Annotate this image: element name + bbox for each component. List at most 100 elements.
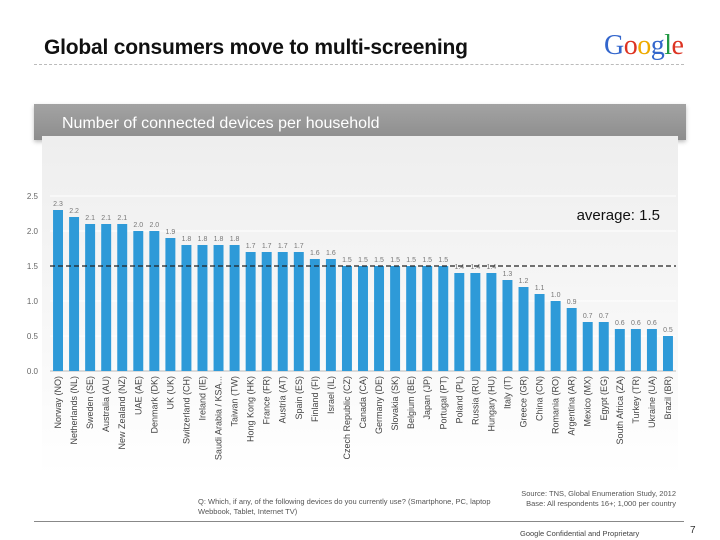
x-category-label: Belgium (BE): [406, 376, 416, 429]
bar-value-label: 1.6: [310, 250, 320, 257]
y-tick-label: 2.5: [27, 192, 39, 201]
x-category-label: Germany (DE): [374, 376, 384, 434]
page-number: 7: [690, 525, 696, 536]
bar-value-label: 1.8: [214, 236, 224, 243]
bar: [309, 259, 320, 371]
bar: [53, 210, 64, 371]
x-category-label: Argentina (AR): [567, 376, 577, 436]
bar: [662, 336, 673, 371]
bar-value-label: 2.1: [85, 215, 95, 222]
bar-value-label: 1.3: [503, 271, 513, 278]
x-category-label: Portugal (PT): [438, 376, 448, 430]
x-category-label: Hungary (HU): [486, 376, 496, 432]
average-label: average: 1.5: [577, 207, 660, 224]
bar-value-label: 2.1: [101, 215, 111, 222]
y-tick-label: 1.0: [27, 297, 39, 306]
bar: [406, 266, 417, 371]
x-category-label: Ukraine (UA): [647, 376, 657, 428]
bar: [550, 301, 561, 371]
bar-value-label: 1.5: [374, 257, 384, 264]
bar: [117, 224, 128, 371]
bar: [341, 266, 352, 371]
bar-chart: 0.0 0.5 1.0 1.5 2.0 2.5 2.3 Norway (NO) 2.2 Nethe…: [27, 192, 676, 460]
logo-letter: G: [604, 30, 624, 61]
bar: [325, 259, 336, 371]
bar-value-label: 1.5: [358, 257, 368, 264]
bar-value-label: 1.5: [390, 257, 400, 264]
subtitle-band: Number of connected devices per househol…: [34, 104, 686, 140]
logo-letter: l: [664, 30, 672, 61]
bar-value-label: 1.4: [487, 264, 497, 271]
x-category-label: Austria (AT): [278, 376, 288, 423]
bar: [582, 322, 593, 371]
bar-value-label: 0.9: [567, 299, 577, 306]
bar-value-label: 2.0: [149, 222, 159, 229]
x-category-label: Taiwan (TW): [230, 376, 240, 427]
x-category-label: Russia (RU): [470, 376, 480, 425]
x-category-label: Netherlands (NL): [69, 376, 79, 445]
bar-value-label: 0.6: [647, 320, 657, 327]
bar: [502, 280, 513, 371]
bar-value-label: 0.6: [615, 320, 625, 327]
x-category-label: Slovakia (SK): [390, 376, 400, 431]
slide-title: Global consumers move to multi-screening: [44, 36, 468, 59]
bar: [165, 238, 176, 371]
bar-value-label: 1.8: [182, 236, 192, 243]
bar: [470, 273, 481, 371]
bar-value-label: 1.7: [278, 243, 288, 250]
chart-panel: 0.0 0.5 1.0 1.5 2.0 2.5 2.3 Norway (NO) 2.2 Nethe…: [27, 136, 678, 476]
logo-letter: e: [671, 30, 684, 61]
bar-value-label: 1.9: [166, 229, 176, 236]
bar-value-label: 1.6: [326, 250, 336, 257]
bar: [646, 329, 657, 371]
bar-value-label: 1.5: [422, 257, 432, 264]
y-tick-label: 0.5: [27, 332, 39, 341]
x-category-label: China (CN): [535, 376, 545, 421]
bar-value-label: 1.5: [342, 257, 352, 264]
footer-divider: [34, 521, 684, 522]
x-category-label: UAE (AE): [133, 376, 143, 415]
bar: [358, 266, 368, 371]
base-line: Base: All respondents 16+; 1,000 per cou…: [526, 499, 676, 508]
bar-value-label: 0.6: [631, 320, 641, 327]
bar-value-label: 0.7: [599, 313, 609, 320]
bar: [566, 308, 577, 371]
source-note: Source: TNS, Global Enumeration Study, 2…: [496, 489, 676, 509]
bar-value-label: 2.2: [69, 208, 79, 215]
x-category-label: Canada (CA): [358, 376, 368, 429]
bar: [438, 266, 449, 371]
chart-subtitle: Number of connected devices per househol…: [62, 115, 380, 132]
bar-value-label: 1.7: [262, 243, 272, 250]
bar: [149, 231, 160, 371]
logo-letter: o: [637, 30, 651, 61]
bar-value-label: 0.5: [663, 327, 673, 334]
bar-value-label: 2.0: [133, 222, 143, 229]
bar: [390, 266, 401, 371]
bar-value-label: 2.1: [117, 215, 127, 222]
x-category-label: Switzerland (CH): [181, 376, 191, 444]
x-category-label: France (FR): [262, 376, 272, 425]
bar: [101, 224, 112, 371]
x-category-label: New Zealand (NZ): [117, 376, 127, 450]
bar: [374, 266, 385, 371]
logo-letter: o: [623, 30, 638, 61]
logo-letter: g: [650, 30, 665, 61]
bar-value-label: 1.5: [406, 257, 416, 264]
y-tick-label: 0.0: [27, 367, 39, 376]
x-category-label: Brazil (BR): [663, 376, 673, 420]
x-category-label: Mexico (MX): [583, 376, 593, 427]
bar: [422, 266, 433, 371]
x-category-label: Denmark (DK): [149, 376, 159, 434]
x-category-label: Australia (AU): [101, 376, 111, 432]
bar: [293, 252, 304, 371]
y-tick-label: 1.5: [27, 262, 39, 271]
y-tick-label: 2.0: [27, 227, 39, 236]
bar: [630, 329, 641, 371]
bar: [85, 224, 96, 371]
x-category-label: South Africa (ZA): [615, 376, 625, 445]
bar-value-label: 1.1: [535, 285, 545, 292]
bar: [133, 231, 144, 371]
bar-value-label: 1.5: [438, 257, 448, 264]
x-category-label: Greece (GR): [519, 376, 529, 428]
bar: [486, 273, 497, 371]
